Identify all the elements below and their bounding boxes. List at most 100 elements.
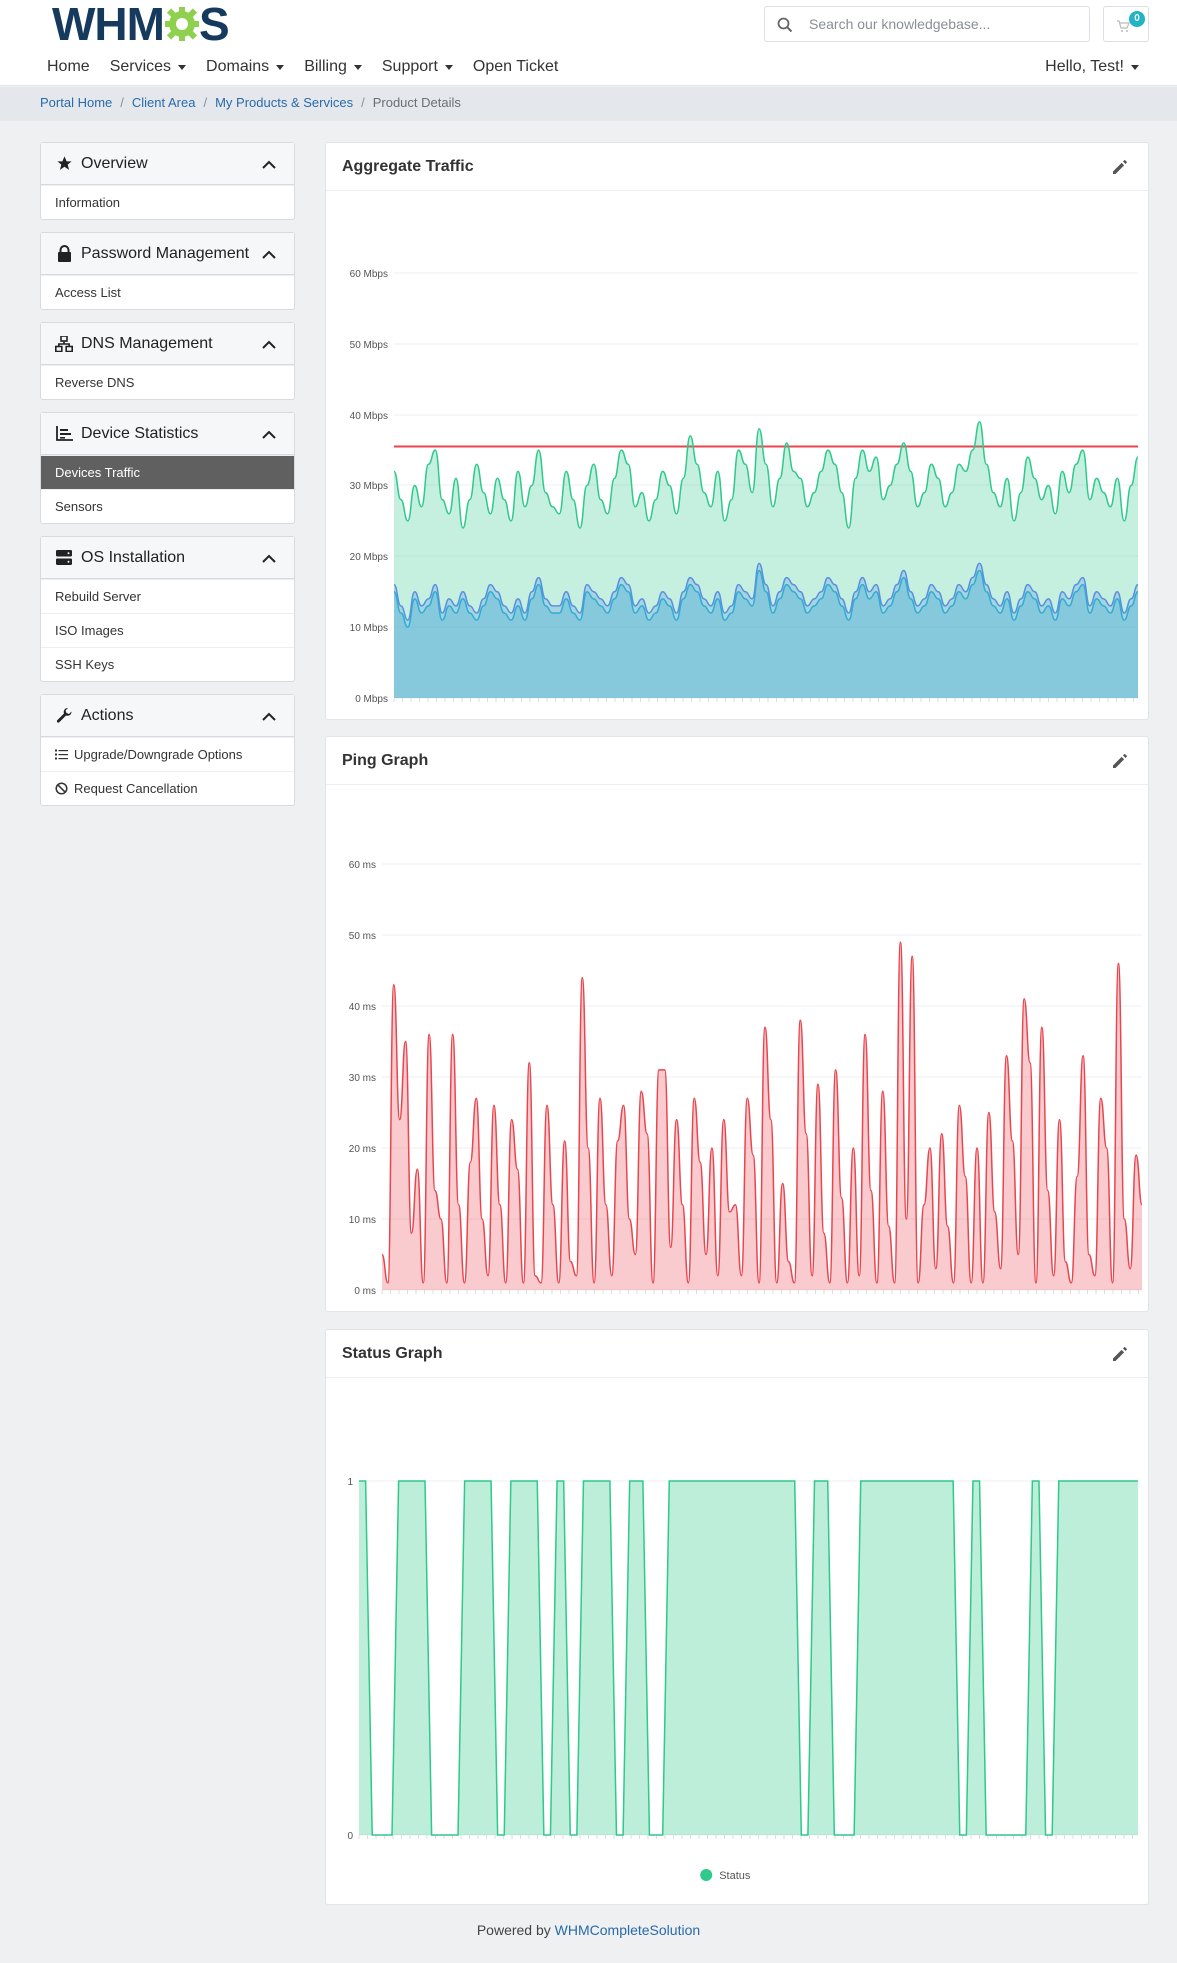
panel-header-overview[interactable]: Overview [41,143,294,185]
y-tick-label: 40 Mbps [350,411,388,422]
ban-icon [55,782,69,796]
y-tick-label: 0 [347,1831,353,1842]
panel-title: Password Management [81,244,250,262]
chart-legend: Status [700,1869,751,1882]
nav-billing-label: Billing [304,58,347,75]
panel-title: DNS Management [81,334,213,352]
series-line-0 [393,562,1139,621]
series-area-2 [394,421,1138,698]
logo-text-left: WHM [52,0,165,50]
nav-support-label: Support [381,58,438,75]
panel-dns-management: DNS Management Reverse DNS [40,322,295,400]
card-title: Status Graph [342,1345,443,1362]
series-area-1 [394,570,1138,698]
panel-header-device-statistics[interactable]: Device Statistics [41,413,294,455]
sidebar-item-iso-images[interactable]: ISO Images [41,613,294,647]
panel-header-os-installation[interactable]: OS Installation [41,537,294,579]
card-header: Aggregate Traffic [326,143,1148,191]
user-greeting: Hello, Test! [1045,58,1124,75]
sidebar-item-upgrade-downgrade[interactable]: Upgrade/Downgrade Options [41,737,294,771]
nav-home[interactable]: Home [40,54,97,80]
panel-header-password-management[interactable]: Password Management [41,233,294,275]
cart-count-badge: 0 [1129,11,1145,27]
caret-down-icon [353,64,362,70]
caret-down-icon [444,64,453,70]
search-input[interactable] [809,7,1079,41]
sidebar-item-rebuild-server[interactable]: Rebuild Server [41,579,294,613]
panel-overview: Overview Information [40,142,295,220]
gear-logo-icon [164,7,199,41]
card-title: Aggregate Traffic [342,158,474,175]
breadcrumb-current: Product Details [372,95,461,110]
nav-support[interactable]: Support [375,54,460,80]
chevron-up-icon[interactable] [262,551,276,563]
y-tick-label: 60 Mbps [350,269,388,280]
knowledgebase-search[interactable] [764,6,1090,42]
panel-title: Device Statistics [81,424,199,442]
aggregate-traffic-card: Aggregate Traffic 60 Mbps 50 Mbps 40 Mbps 3… [325,142,1149,720]
series-area-0 [394,563,1138,698]
x-axis-ticks [381,1290,1139,1294]
user-menu[interactable]: Hello, Test! [1045,54,1139,80]
breadcrumb-client-area[interactable]: Client Area [131,95,196,110]
sidebar: Overview Information Password Management… [40,142,295,818]
series-line-2 [393,420,1139,529]
status-graph-chart: 1 0 Status [347,1477,1138,1882]
series-line-0 [359,1480,1138,1836]
legend-marker [700,1869,713,1881]
pencil-edit-icon[interactable] [1110,1344,1130,1364]
y-tick-label: 0 Mbps [355,694,388,705]
nav-domains[interactable]: Domains [199,54,291,80]
nav-services[interactable]: Services [103,54,193,80]
y-tick-label: 30 ms [349,1073,376,1084]
sidebar-item-request-cancellation[interactable]: Request Cancellation [41,771,294,805]
chevron-up-icon[interactable] [262,427,276,439]
breadcrumb-products-services[interactable]: My Products & Services [215,95,354,110]
search-icon [776,16,794,34]
x-axis-ticks [393,698,1134,702]
whmcs-logo[interactable]: WHM S [52,0,230,50]
cart-button[interactable]: 0 [1103,6,1149,42]
y-tick-label: 30 Mbps [350,481,388,492]
nav-home-label: Home [47,58,90,75]
y-tick-label: 0 ms [354,1286,376,1297]
series-line-0 [381,941,1143,1284]
top-header: WHM S 0 [0,0,1177,86]
sidebar-item-reverse-dns[interactable]: Reverse DNS [41,365,294,399]
sidebar-item-devices-traffic[interactable]: Devices Traffic [41,455,294,489]
nav-billing[interactable]: Billing [297,54,369,80]
y-tick-label: 20 ms [349,1144,376,1155]
caret-down-icon [1131,64,1139,70]
footer: Powered by WHMCompleteSolution [0,1922,1177,1938]
logo-text-right: S [198,0,230,50]
footer-prefix: Powered by [476,1922,555,1938]
y-tick-label: 50 ms [349,931,376,942]
nav-open-ticket[interactable]: Open Ticket [466,54,565,80]
nav-domains-label: Domains [206,58,270,75]
sidebar-item-access-list[interactable]: Access List [41,275,294,309]
status-graph-card: Status Graph 1 0 Status [325,1329,1149,1905]
sidebar-item-information[interactable]: Information [41,185,294,219]
breadcrumb-separator: / [203,95,208,110]
wrench-icon [55,707,73,725]
sidebar-item-sensors[interactable]: Sensors [41,489,294,523]
card-title: Ping Graph [342,752,429,769]
pencil-edit-icon[interactable] [1110,751,1130,771]
panel-header-actions[interactable]: Actions [41,695,294,737]
chevron-up-icon[interactable] [262,157,276,169]
footer-link[interactable]: WHMCompleteSolution [554,1922,701,1938]
breadcrumb-portal-home[interactable]: Portal Home [40,95,113,110]
chart-bar-icon [55,425,73,443]
aggregate-traffic-chart: 60 Mbps 50 Mbps 40 Mbps 30 Mbps 20 Mbps 10 Mb… [350,269,1139,705]
pencil-edit-icon[interactable] [1110,157,1130,177]
y-tick-label: 1 [347,1477,353,1488]
chevron-up-icon[interactable] [262,337,276,349]
y-tick-label: 10 Mbps [350,623,388,634]
sidebar-item-ssh-keys[interactable]: SSH Keys [41,647,294,681]
chevron-up-icon[interactable] [262,709,276,721]
ping-graph-card: Ping Graph 60 ms 50 ms 40 ms 30 ms 20 ms 10 m… [325,736,1149,1312]
chevron-up-icon[interactable] [262,247,276,259]
panel-title: Overview [81,154,148,172]
panel-header-dns-management[interactable]: DNS Management [41,323,294,365]
